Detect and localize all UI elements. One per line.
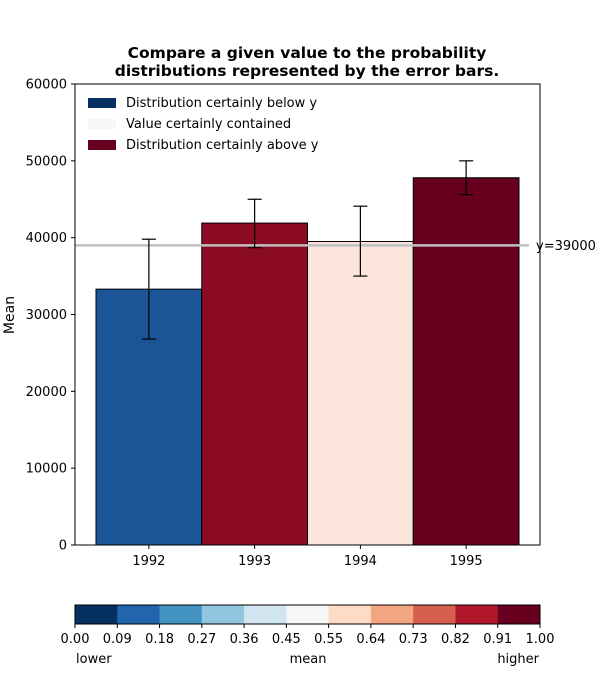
x-tick-label-1994: 1994 — [344, 554, 377, 569]
legend-swatch-1 — [88, 119, 116, 129]
colorbar-tick-label: 0.45 — [272, 632, 301, 647]
reference-label-background — [529, 236, 599, 255]
colorbar-label-mean: mean — [290, 652, 327, 667]
colorbar-tick-label: 0.09 — [103, 632, 132, 647]
x-tick-label-1993: 1993 — [238, 554, 271, 569]
legend-label-0: Distribution certainly below y — [126, 96, 317, 111]
plot-area: y=39000 0 10000 20000 30000 40000 50000 60000 19… — [26, 78, 599, 569]
colorbar-tick-label: 0.00 — [61, 632, 90, 647]
colorbar: 0.00 0.09 0.18 0.27 0.36 0.45 0.55 0.64 0.73 0.82… — [61, 604, 555, 667]
y-tick-label: 50000 — [26, 154, 67, 169]
y-tick-label: 10000 — [26, 462, 67, 477]
colorbar-tick-label: 0.18 — [145, 632, 174, 647]
colorbar-segment-6 — [328, 605, 372, 624]
colorbar-tick-label: 0.64 — [356, 632, 385, 647]
colorbar-tick-label: 0.73 — [399, 632, 428, 647]
x-tick-label-1995: 1995 — [450, 554, 483, 569]
colorbar-label-lower: lower — [76, 652, 112, 667]
chart-title-line-2: distributions represented by the error b… — [115, 62, 500, 80]
colorbar-segment-3 — [201, 605, 245, 624]
y-axis-label: Mean — [2, 296, 18, 334]
x-tick-label-1992: 1992 — [132, 554, 165, 569]
y-tick-label: 60000 — [26, 78, 67, 93]
bar-1995 — [412, 177, 520, 546]
bar-1994 — [307, 241, 414, 546]
legend-label-1: Value certainly contained — [126, 117, 291, 132]
legend-swatch-0 — [88, 98, 116, 108]
colorbar-segment-5 — [286, 605, 330, 624]
colorbar-segment-10 — [497, 605, 541, 624]
error-bar-1995 — [459, 160, 474, 196]
colorbar-segment-1 — [117, 605, 161, 624]
y-tick-label: 20000 — [26, 385, 67, 400]
error-bar-1993 — [247, 198, 262, 249]
colorbar-frame — [74, 604, 541, 625]
colorbar-segment-8 — [413, 605, 456, 624]
legend-swatch-2 — [88, 140, 116, 150]
error-bar-1992 — [141, 238, 156, 340]
colorbar-tick-label: 0.55 — [314, 632, 343, 647]
chart-title-line-1: Compare a given value to the probability — [128, 44, 487, 62]
legend-label-2: Distribution certainly above y — [126, 138, 319, 153]
colorbar-tick-label: 0.27 — [187, 632, 216, 647]
colorbar-tick-label: 0.82 — [441, 632, 470, 647]
colorbar-tick-label: 0.36 — [230, 632, 259, 647]
colorbar-segment-7 — [370, 605, 414, 624]
colorbar-segment-9 — [455, 605, 499, 624]
colorbar-segment-4 — [244, 605, 287, 624]
error-bar-1994 — [353, 205, 368, 277]
colorbar-tick-label: 1.00 — [526, 632, 555, 647]
colorbar-segment-2 — [159, 605, 203, 624]
y-tick-label: 30000 — [26, 308, 67, 323]
colorbar-label-higher: higher — [497, 652, 539, 667]
y-tick-label: 40000 — [26, 231, 67, 246]
legend: Distribution certainly below y Value cert… — [88, 96, 319, 153]
bar-1993 — [201, 222, 308, 546]
colorbar-tick-label: 0.91 — [483, 632, 512, 647]
colorbar-segment-0 — [75, 605, 118, 624]
y-tick-label: 0 — [59, 539, 67, 554]
reference-line-label: y=39000 — [536, 239, 596, 254]
